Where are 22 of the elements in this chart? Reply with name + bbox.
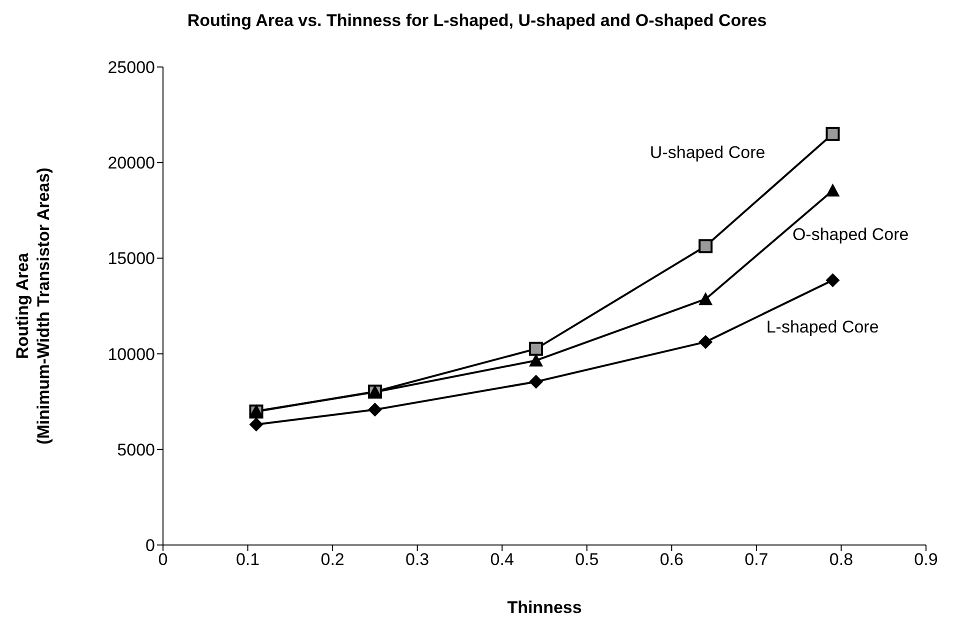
x-tick-label: 0.7 [744,550,768,570]
y-tick-label: 10000 [108,344,155,364]
x-tick-label: 0.8 [829,550,854,570]
x-tick-label: 0.4 [490,550,514,570]
x-tick-label: 0.5 [575,550,599,570]
y-tick-label: 0 [146,536,155,556]
x-axis-title: Thinness [507,598,582,617]
series-label: O-shaped Core [792,225,909,244]
chart-title: Routing Area vs. Thinness for L-shaped, U-shaped and O-shaped Cores [186,10,768,32]
x-tick-label: 0.1 [236,550,260,570]
y-axis-title: Routing Area (Minimum-Width Transistor Areas) [13,168,53,444]
x-tick-label: 0.2 [320,550,344,570]
x-tick-label: 0.3 [406,550,430,570]
series-label: L-shaped Core [766,317,879,336]
y-tick-label: 20000 [108,154,155,173]
x-tick-label: 0.9 [914,550,938,570]
series-label: U-shaped Core [650,143,766,162]
y-tick-label: 5000 [117,440,155,460]
x-tick-label: 0 [158,550,168,570]
y-tick-label: 15000 [108,249,155,268]
y-tick-label: 25000 [108,58,155,78]
x-tick-label: 0.6 [660,550,684,570]
